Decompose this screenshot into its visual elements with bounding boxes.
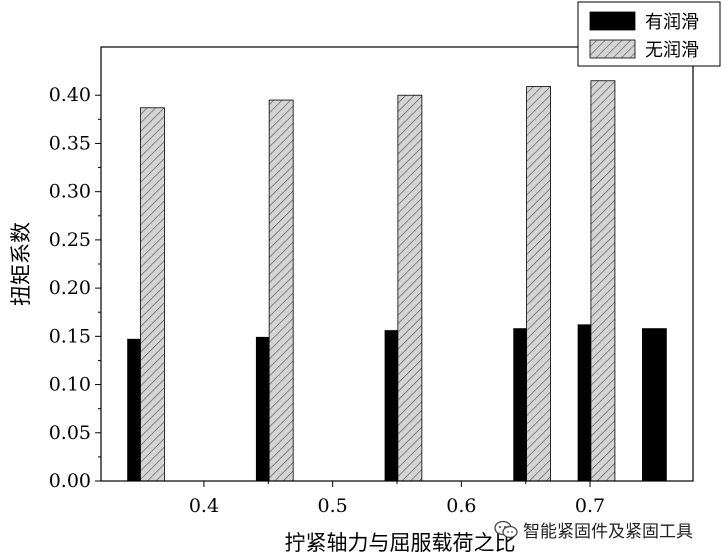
bar-without-lubrication bbox=[590, 80, 616, 482]
plot-frame bbox=[100, 46, 694, 482]
y-tick-label: 0.15 bbox=[49, 325, 91, 347]
y-tick-label: 0.30 bbox=[49, 181, 91, 203]
y-tick-label: 0.40 bbox=[49, 84, 91, 106]
wechat-icon bbox=[494, 520, 518, 538]
legend-swatch-without-lubrication bbox=[589, 39, 636, 59]
y-tick-label: 0.20 bbox=[49, 277, 91, 299]
bars bbox=[127, 80, 667, 482]
y-tick-label: 0.10 bbox=[49, 374, 91, 396]
watermark-text: 智能紧固件及紧固工具 bbox=[523, 522, 693, 542]
bar-without-lubrication bbox=[140, 107, 165, 482]
bar-without-lubrication bbox=[268, 99, 294, 482]
legend: 有润滑 无润滑 bbox=[577, 1, 721, 67]
y-tick-label: 0.35 bbox=[49, 132, 91, 154]
y-tick-label: 0.05 bbox=[49, 422, 91, 444]
bar-without-lubrication bbox=[526, 86, 551, 482]
x-tick-label: 0.4 bbox=[189, 495, 219, 517]
y-tick-label: 0.00 bbox=[49, 470, 91, 492]
bar-without-lubrication bbox=[397, 94, 423, 482]
x-tick-label: 0.7 bbox=[575, 495, 605, 517]
bar-with-lubrication bbox=[641, 328, 667, 482]
x-axis-title: 拧紧轴力与屈服载荷之比 bbox=[285, 531, 516, 555]
x-tick-label: 0.5 bbox=[318, 495, 348, 517]
watermark: 智能紧固件及紧固工具 bbox=[494, 517, 693, 542]
y-tick-label: 0.25 bbox=[49, 229, 91, 251]
legend-swatch-with-lubrication bbox=[589, 11, 636, 31]
x-axis-ticks: 0.4 0.5 0.6 0.7 bbox=[189, 481, 605, 517]
y-axis-ticks: 0.00 0.05 0.10 0.15 0.20 0.25 0.30 0.35 0.40 bbox=[49, 84, 101, 492]
y-axis-title: 扭矩系数 bbox=[9, 222, 33, 306]
legend-label-without-lubrication: 无润滑 bbox=[645, 40, 699, 61]
x-tick-label: 0.6 bbox=[446, 495, 476, 517]
legend-label-with-lubrication: 有润滑 bbox=[645, 12, 699, 33]
